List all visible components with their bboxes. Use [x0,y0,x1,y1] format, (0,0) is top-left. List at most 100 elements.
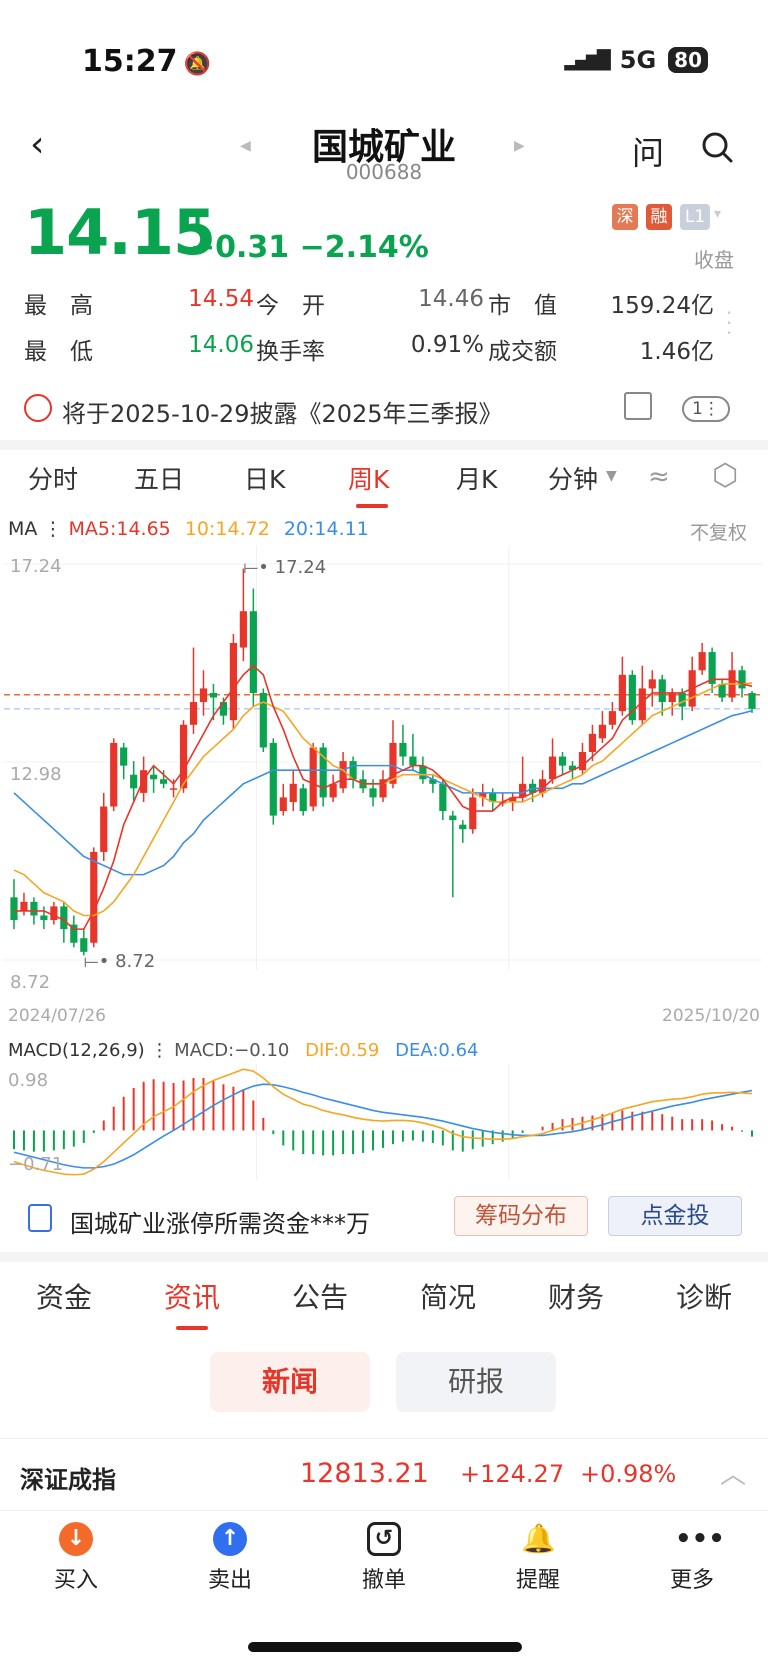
section-tabbar: 资金 资讯 公告 简况 财务 诊断 [0,1276,768,1332]
kline-chart[interactable] [4,546,762,1000]
search-icon[interactable] [700,130,733,163]
candle-body [60,906,68,930]
candle-body [738,670,746,689]
tab-caiwu[interactable]: 财务 [548,1281,605,1314]
macd-menu-icon[interactable]: ⋮ [144,1040,175,1061]
badge-l1[interactable]: L1 [680,204,710,230]
tab-zhouk[interactable]: 周K [348,465,390,494]
next-stock-icon[interactable]: ▶ [514,138,525,154]
tab-jiankuang[interactable]: 简况 [420,1281,477,1314]
stats-row-1: 最 高 14.54 今 开 14.46 市 值 159.24亿 [24,286,724,319]
candle-body [548,756,557,780]
stat-mcap-value: 159.24亿 [610,293,714,319]
tab-rik[interactable]: 日K [244,465,286,494]
candle-body [70,924,78,943]
stat-open-label: 今 开 [256,293,325,319]
index-change-pct: +0.98% [580,1460,677,1488]
candle-body [140,770,148,793]
candle-body [159,779,168,784]
candle-body [638,688,646,721]
more-icon: ••• [675,1524,725,1554]
tab-yuek[interactable]: 月K [456,465,498,494]
min-price-marker: ⟝• 8.72 [83,951,156,973]
macd-legend[interactable]: MACD(12,26,9) ⋮ MACD:−0.10 DIF:0.59 DEA:… [8,1040,478,1061]
status-indicators: ▂▄▆█ 5G 80 [564,46,708,74]
macd-chart[interactable] [4,1064,762,1180]
gold-button[interactable]: 点金投 [608,1196,742,1236]
stat-low-value: 14.06 [188,332,254,358]
annotate-icon[interactable] [624,392,652,420]
ma-menu-icon[interactable]: ⋮ [37,518,69,540]
price-change: −0.31 −2.14% [190,230,429,265]
candle-body [100,806,108,852]
candle-body [419,765,427,780]
prev-stock-icon[interactable]: ◀ [240,138,251,154]
research-pill[interactable]: 研报 [396,1352,556,1412]
candle-body [110,742,118,807]
more-button[interactable]: ••• 更多 [642,1522,742,1594]
divider [0,440,768,450]
index-change: +124.27 [460,1460,565,1488]
badge-rong: 融 [646,204,672,230]
candle-body [668,692,676,703]
tab-fenzhong[interactable]: 分钟 [548,465,599,494]
stock-code: 000688 [345,160,423,184]
candle-body [618,674,626,712]
ma-legend[interactable]: MA ⋮ MA5:14.65 10:14.72 20:14.11 [8,518,369,540]
index-bar[interactable]: 深证成指 12813.21 +124.27 +0.98% ︿ [0,1440,768,1508]
promo-text[interactable]: 国城矿业涨停所需资金***万 [70,1210,370,1238]
candle-body [339,761,347,789]
candle-body [509,797,517,802]
candle-body [199,688,208,703]
status-time: 15:27 🔕 [82,44,211,79]
undo-icon: ↺ [367,1522,401,1556]
tab-zijin[interactable]: 资金 [36,1281,93,1314]
fenzhong-dropdown-icon[interactable]: ▼ [606,468,617,484]
candle-body [130,774,138,789]
ma20-line [13,709,753,876]
tab-fenshi[interactable]: 分时 [28,465,79,494]
max-price-arrow: ⟝• [243,556,275,578]
news-pill[interactable]: 新闻 [210,1352,370,1412]
mute-icon: 🔕 [183,52,211,77]
more-stats-icon[interactable]: · · · [726,301,733,345]
min-price-arrow: ⟝• [83,951,116,973]
macd-bottom-label: −0.71 [8,1154,64,1175]
buy-label: 买入 [53,1568,98,1593]
stats-row-2: 最 低 14.06 换手率 0.91% 成交额 1.46亿 [24,332,724,365]
notice-bar[interactable]: 将于2025-10-29披露《2025年三季报》 1⋮ [0,384,768,436]
badge-dropdown-icon[interactable]: ▾ [714,206,722,222]
back-icon[interactable]: ‹ [30,124,45,165]
index-name: 深证成指 [20,1466,116,1494]
sell-button[interactable]: ↑ 卖出 [180,1522,280,1594]
chips-button[interactable]: 筹码分布 [454,1196,588,1236]
stat-volume-value: 1.46亿 [639,339,714,365]
chart-settings-icon[interactable]: ⬡ [712,458,739,493]
ma20-label: 20:14.11 [283,518,369,540]
tab-zhenduan[interactable]: 诊断 [676,1281,733,1314]
candle-body [289,783,297,802]
arrow-down-icon: ↓ [59,1522,93,1556]
buy-button[interactable]: ↓ 买入 [26,1522,126,1594]
candle-body [349,761,357,780]
tab-zixun[interactable]: 资讯 [164,1281,221,1314]
candle-body [708,652,716,684]
cancel-order-button[interactable]: ↺ 撤单 [334,1522,434,1594]
stat-turnover-label: 换手率 [256,339,325,365]
indicator-settings-icon[interactable]: ≈ [648,462,670,492]
chart-tabbar: 分时 五日 日K 周K 月K 分钟 ▼ ≈ ⬡ [0,458,768,508]
notice-text: 将于2025-10-29披露《2025年三季报》 [62,400,503,428]
expand-icon[interactable]: ︿ [720,1460,747,1490]
ask-button[interactable]: 问 [632,134,665,172]
tab-gonggao[interactable]: 公告 [292,1281,349,1314]
macd-value: MACD:−0.10 [174,1040,290,1061]
candle-body [469,797,477,830]
adjust-toggle[interactable]: 不复权 [690,522,748,544]
notice-count-badge[interactable]: 1⋮ [682,396,730,422]
current-price: 14.15 [24,196,216,269]
alert-button[interactable]: 🔔 提醒 [488,1522,588,1594]
divider [0,1510,768,1511]
tab-wuri[interactable]: 五日 [134,465,185,494]
candle-body [598,724,607,739]
candle-body [459,824,467,830]
